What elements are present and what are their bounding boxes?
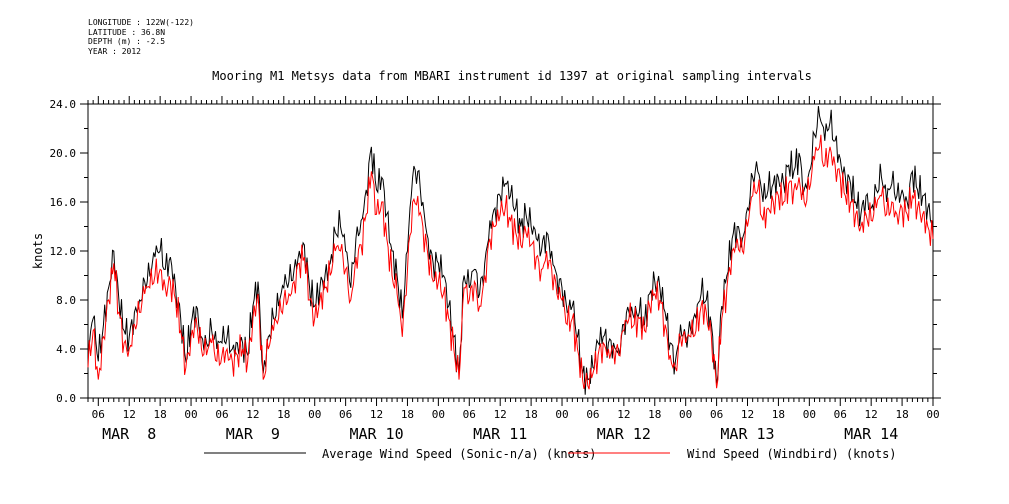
- y-tick-label: 20.0: [50, 147, 77, 160]
- y-tick-label: 24.0: [50, 98, 77, 111]
- x-tick-label: 06: [586, 408, 599, 421]
- x-tick-label: 12: [865, 408, 878, 421]
- x-tick-label: 00: [555, 408, 568, 421]
- x-tick-label: 00: [184, 408, 197, 421]
- x-tick-label: 06: [834, 408, 847, 421]
- day-label: MAR 12: [597, 425, 651, 443]
- x-tick-label: 12: [123, 408, 136, 421]
- x-tick-label: 00: [926, 408, 939, 421]
- x-tick-label: 00: [432, 408, 445, 421]
- x-tick-label: 18: [772, 408, 785, 421]
- longitude-label: LONGITUDE : 122W(-122): [88, 18, 194, 27]
- latitude-label: LATITUDE : 36.8N: [88, 27, 166, 37]
- y-tick-label: 4.0: [56, 343, 76, 356]
- y-tick-label: 12.0: [50, 245, 77, 258]
- y-tick-label: 0.0: [56, 392, 76, 405]
- year-label: YEAR : 2012: [88, 46, 141, 56]
- y-tick-label: 8.0: [56, 294, 76, 307]
- day-label: MAR 11: [473, 425, 527, 443]
- day-label: MAR 10: [349, 425, 403, 443]
- x-tick-label: 00: [679, 408, 692, 421]
- day-label: MAR 14: [844, 425, 898, 443]
- legend-label-sonic: Average Wind Speed (Sonic-n/a) (knots): [322, 447, 597, 461]
- chart-title: Mooring M1 Metsys data from MBARI instru…: [212, 69, 812, 83]
- x-tick-label: 06: [215, 408, 228, 421]
- x-tick-label: 00: [803, 408, 816, 421]
- x-tick-label: 12: [494, 408, 507, 421]
- series-layer: [87, 106, 934, 395]
- y-tick-label: 16.0: [50, 196, 77, 209]
- legend-label-windbird: Wind Speed (Windbird) (knots): [687, 447, 897, 461]
- x-tick-label: 06: [463, 408, 476, 421]
- x-tick-label: 18: [154, 408, 167, 421]
- day-label: MAR 8: [102, 425, 156, 443]
- y-axis: 0.0 4.0 8.0 12.0 16.0 20.0 24.0: [50, 98, 941, 405]
- metadata-block: LONGITUDE : 122W(-122) LATITUDE : 36.8N …: [88, 18, 194, 56]
- x-tick-label: 06: [339, 408, 352, 421]
- day-label: MAR 9: [226, 425, 280, 443]
- x-axis: 06 12 18 00 06 12 18 00 06 12 18 00 06 12 18 00 06 12 18 00…: [87, 96, 940, 443]
- series-line-sonic: [87, 106, 934, 395]
- series-line-windbird: [87, 134, 934, 390]
- y-axis-label: knots: [31, 233, 45, 269]
- x-tick-label: 12: [741, 408, 754, 421]
- x-tick-label: 18: [277, 408, 290, 421]
- depth-label: DEPTH (m) : -2.5: [88, 37, 166, 46]
- x-tick-label: 06: [710, 408, 723, 421]
- x-tick-label: 12: [246, 408, 259, 421]
- x-tick-label: 18: [648, 408, 661, 421]
- x-tick-label: 00: [308, 408, 321, 421]
- legend: Average Wind Speed (Sonic-n/a) (knots) W…: [204, 447, 897, 461]
- x-tick-label: 06: [92, 408, 105, 421]
- x-tick-label: 18: [524, 408, 537, 421]
- x-tick-label: 18: [895, 408, 908, 421]
- day-label: MAR 13: [720, 425, 774, 443]
- x-tick-label: 18: [401, 408, 414, 421]
- x-tick-label: 12: [617, 408, 630, 421]
- x-tick-label: 12: [370, 408, 383, 421]
